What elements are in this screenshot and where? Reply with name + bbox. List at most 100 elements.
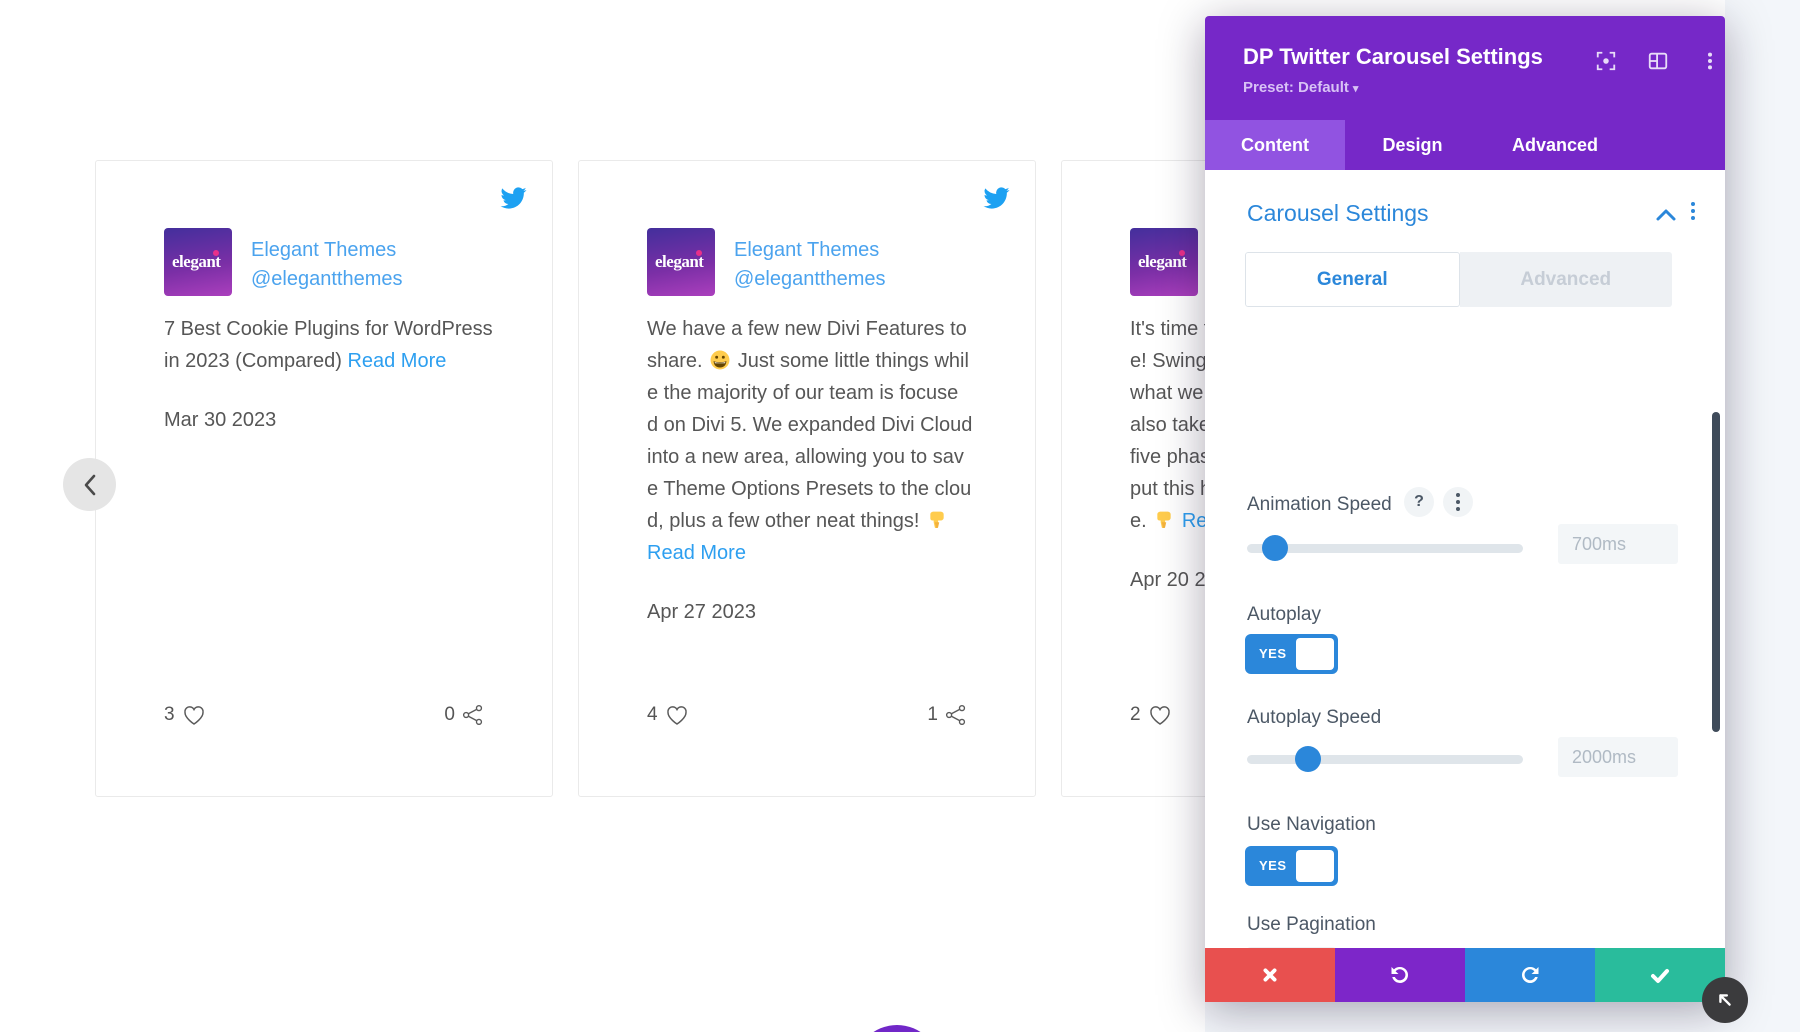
share-group[interactable]: 1 <box>927 704 967 726</box>
tweet-text-line: what we <box>1130 382 1204 404</box>
like-group[interactable]: 3 <box>164 704 206 726</box>
redo-icon <box>1522 966 1539 983</box>
animation-speed-slider[interactable] <box>1247 535 1523 561</box>
panel-action-bar <box>1205 948 1725 1002</box>
like-count: 3 <box>164 704 175 725</box>
panel-body: Carousel Settings General Advanced Anima… <box>1205 170 1725 948</box>
subtab-advanced[interactable]: Advanced <box>1459 252 1672 307</box>
carousel-prev-button[interactable] <box>63 458 116 511</box>
chevron-up-icon[interactable] <box>1655 208 1677 222</box>
kebab-menu-icon[interactable] <box>1699 50 1721 72</box>
autoplay-label: Autoplay <box>1247 604 1321 625</box>
resize-arrow-icon <box>1719 994 1731 1006</box>
like-count: 2 <box>1130 704 1141 725</box>
avatar-logo-text: elegant <box>655 252 704 271</box>
panel-scrollbar[interactable] <box>1712 412 1720 732</box>
tweet-handle[interactable]: @elegantthemes <box>734 268 886 290</box>
toggle-knob <box>1296 638 1334 670</box>
tweet-card: elegant Elegant Themes @elegantthemes 7 … <box>95 160 553 797</box>
tweet-text-line: d, plus a few other neat things! <box>647 505 1019 537</box>
tweet-text-line: Read More <box>647 537 1019 569</box>
x-icon <box>1263 968 1277 982</box>
twitter-icon <box>498 185 529 211</box>
read-more-link[interactable]: Read More <box>347 350 447 372</box>
tweet-text-line: e Theme Options Presets to the clou <box>647 478 972 500</box>
share-count: 0 <box>444 704 455 725</box>
twitter-icon <box>981 185 1012 211</box>
heart-icon <box>183 706 204 725</box>
tweet-card: elegant Elegant Themes @elegantthemes We… <box>578 160 1036 797</box>
tweet-text-line: share. Just some little things whil <box>647 350 969 372</box>
panel-title: DP Twitter Carousel Settings <box>1243 44 1543 69</box>
panel-resize-handle[interactable] <box>1702 977 1748 1023</box>
kebab-menu-icon[interactable] <box>1443 487 1473 517</box>
tweet-text-line: d on Divi 5. We expanded Divi Cloud <box>647 414 973 436</box>
tweet-author[interactable]: Elegant Themes <box>251 239 397 261</box>
pointing-down-emoji <box>930 511 944 529</box>
tweet-handle[interactable]: @elegantthemes <box>251 268 403 290</box>
tab-content[interactable]: Content <box>1205 120 1345 170</box>
kebab-menu-icon[interactable] <box>1689 202 1697 226</box>
page-background-gutter <box>1205 1002 1800 1032</box>
autoplay-speed-value[interactable]: 2000ms <box>1558 737 1678 777</box>
avatar-logo-dot <box>213 250 219 256</box>
subtab-general[interactable]: General <box>1245 252 1460 307</box>
slider-track[interactable] <box>1247 755 1523 764</box>
discard-button[interactable] <box>1205 948 1335 1002</box>
use-pagination-toggle[interactable]: NO <box>1245 947 1338 948</box>
heart-icon <box>1149 706 1170 725</box>
avatar: elegant <box>164 228 232 296</box>
tweet-text-line: into a new area, allowing you to sav <box>647 446 964 468</box>
preset-label: Preset: Default <box>1243 79 1349 96</box>
module-settings-panel: DP Twitter Carousel Settings Preset: Def… <box>1205 16 1725 1002</box>
section-title[interactable]: Carousel Settings <box>1247 200 1429 226</box>
tweet-date-holder: Apr 27 2023 <box>647 313 1019 624</box>
tweet-author[interactable]: Elegant Themes <box>734 239 880 261</box>
builder-settings-dot[interactable] <box>854 1025 940 1032</box>
slider-handle[interactable] <box>1294 746 1321 772</box>
check-icon <box>1651 969 1669 983</box>
like-group[interactable]: 4 <box>647 704 689 726</box>
chevron-left-icon <box>84 474 95 495</box>
heart-icon <box>666 706 687 725</box>
share-group[interactable]: 0 <box>444 704 484 726</box>
redo-button[interactable] <box>1465 948 1595 1002</box>
read-more-link[interactable]: Read More <box>647 542 746 564</box>
autoplay-toggle[interactable]: YES <box>1245 634 1338 674</box>
avatar: elegant <box>647 228 715 296</box>
use-navigation-label: Use Navigation <box>1247 814 1376 835</box>
tweet-text: We have a few new Divi Features to share.… <box>647 313 1019 569</box>
like-group[interactable]: 2 <box>1130 704 1172 726</box>
animation-speed-value[interactable]: 700ms <box>1558 524 1678 564</box>
tab-design[interactable]: Design <box>1382 135 1443 155</box>
share-icon <box>945 704 966 726</box>
fullscreen-icon[interactable] <box>1595 50 1617 72</box>
autoplay-speed-slider[interactable] <box>1247 746 1523 772</box>
tweet-text-line: also take <box>1130 414 1211 436</box>
avatar-logo-text: elegant <box>1138 252 1187 271</box>
tweet-date-holder: Mar 30 2023 <box>164 313 536 432</box>
tweet-text: 7 Best Cookie Plugins for WordPress in 20… <box>164 313 536 377</box>
tab-advanced[interactable]: Advanced <box>1511 135 1599 155</box>
question-mark: ? <box>1414 493 1424 510</box>
undo-button[interactable] <box>1335 948 1465 1002</box>
like-count: 4 <box>647 704 658 725</box>
animation-speed-label: Animation Speed <box>1247 494 1392 515</box>
grinning-face-emoji <box>710 350 730 370</box>
tweet-text-line: e! Swing <box>1130 350 1207 372</box>
help-icon[interactable]: ? <box>1404 487 1434 517</box>
panel-header: DP Twitter Carousel Settings Preset: Def… <box>1205 16 1725 120</box>
use-navigation-toggle[interactable]: YES <box>1245 846 1338 886</box>
layout-columns-icon[interactable] <box>1647 50 1669 72</box>
preset-selector[interactable]: Preset: Default ▾ <box>1243 79 1358 96</box>
tweet-date: Apr 27 2023 <box>647 601 756 623</box>
avatar-logo-dot <box>1179 250 1185 256</box>
slider-track[interactable] <box>1247 544 1523 553</box>
tweet-text-line: e the majority of our team is focuse <box>647 382 959 404</box>
share-count: 1 <box>927 704 938 725</box>
caret-down-icon: ▾ <box>1352 83 1359 95</box>
toggle-state-label: YES <box>1259 646 1287 661</box>
tweet-text-line: 7 Best Cookie Plugins for WordPress <box>164 318 493 340</box>
slider-handle[interactable] <box>1261 535 1288 561</box>
